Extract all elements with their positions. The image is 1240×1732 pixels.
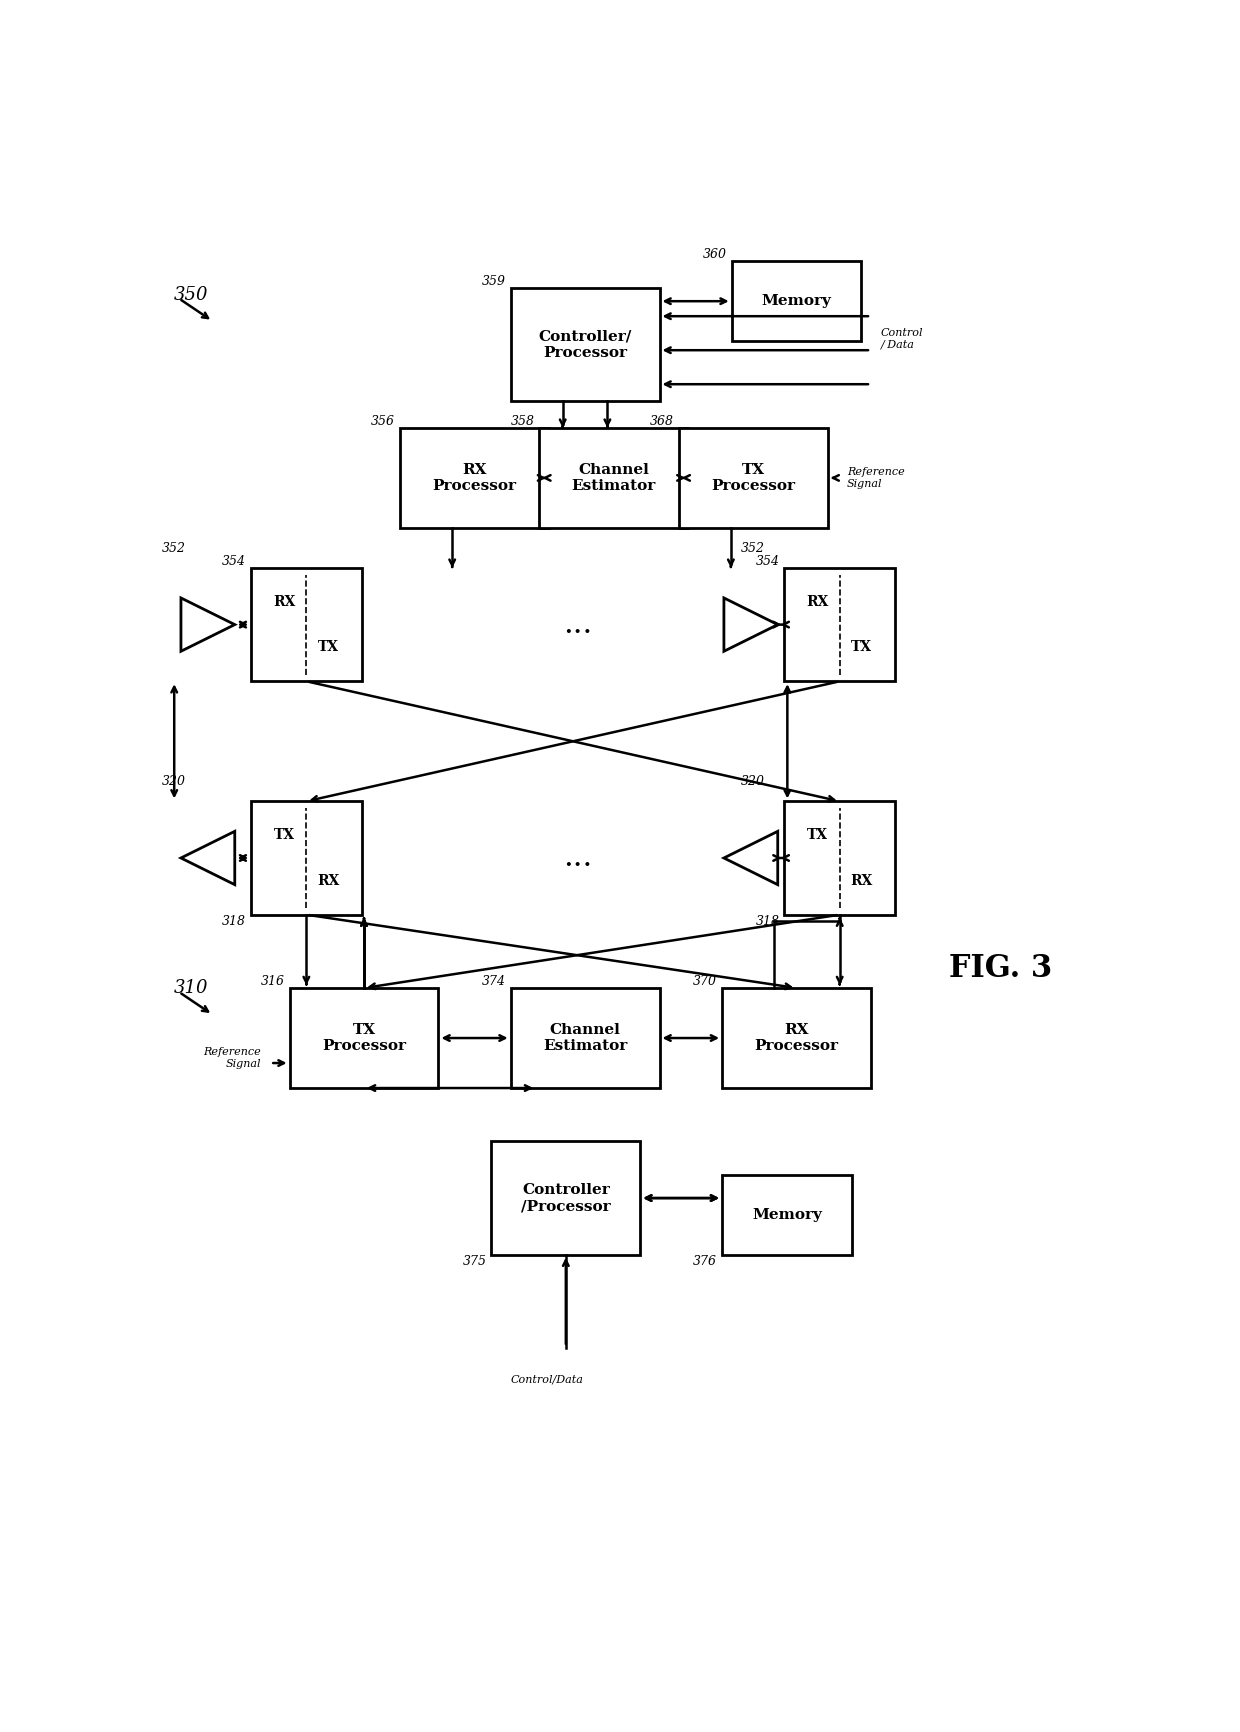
Text: TX: TX — [852, 641, 872, 655]
Text: Controller/
Processor: Controller/ Processor — [538, 329, 631, 360]
Text: 358: 358 — [511, 416, 534, 428]
Text: 375: 375 — [463, 1254, 486, 1268]
Text: 360: 360 — [703, 248, 727, 262]
FancyBboxPatch shape — [678, 428, 828, 528]
Text: TX: TX — [274, 828, 295, 842]
FancyBboxPatch shape — [401, 428, 549, 528]
Text: 356: 356 — [371, 416, 396, 428]
Text: 370: 370 — [693, 975, 717, 987]
Text: 320: 320 — [162, 774, 186, 788]
Text: Reference
Signal: Reference Signal — [203, 1048, 260, 1069]
Text: RX
Processor: RX Processor — [433, 462, 517, 494]
Text: RX: RX — [317, 873, 340, 889]
Text: RX
Processor: RX Processor — [754, 1024, 838, 1053]
Text: Controller
/Processor: Controller /Processor — [521, 1183, 610, 1212]
Text: Reference
Signal: Reference Signal — [847, 468, 905, 488]
Text: Channel
Estimator: Channel Estimator — [543, 1024, 627, 1053]
FancyBboxPatch shape — [785, 802, 895, 914]
Text: 354: 354 — [755, 554, 780, 568]
FancyBboxPatch shape — [511, 288, 660, 402]
Text: 368: 368 — [650, 416, 675, 428]
FancyBboxPatch shape — [511, 987, 660, 1088]
FancyBboxPatch shape — [539, 428, 688, 528]
Text: 320: 320 — [742, 774, 765, 788]
Text: Control/Data: Control/Data — [510, 1375, 583, 1386]
Text: Channel
Estimator: Channel Estimator — [572, 462, 656, 494]
Text: Memory: Memory — [751, 1207, 822, 1221]
FancyBboxPatch shape — [722, 1174, 852, 1254]
FancyBboxPatch shape — [785, 568, 895, 681]
Text: 374: 374 — [482, 975, 506, 987]
Text: TX: TX — [807, 828, 828, 842]
FancyBboxPatch shape — [250, 802, 362, 914]
Text: 350: 350 — [174, 286, 208, 303]
Text: FIG. 3: FIG. 3 — [949, 953, 1053, 984]
Text: 354: 354 — [222, 554, 247, 568]
FancyBboxPatch shape — [491, 1141, 640, 1254]
Text: ...: ... — [563, 842, 593, 873]
Text: Memory: Memory — [761, 294, 831, 308]
FancyBboxPatch shape — [722, 987, 870, 1088]
Text: RX: RX — [806, 594, 828, 610]
Text: 318: 318 — [755, 914, 780, 928]
FancyBboxPatch shape — [250, 568, 362, 681]
Text: RX: RX — [851, 873, 873, 889]
Text: 316: 316 — [260, 975, 285, 987]
Text: 352: 352 — [742, 542, 765, 554]
FancyBboxPatch shape — [732, 262, 862, 341]
Text: 310: 310 — [174, 979, 208, 998]
Text: RX: RX — [273, 594, 295, 610]
Text: ...: ... — [563, 610, 593, 641]
Text: 352: 352 — [162, 542, 186, 554]
Text: Control
/ Data: Control / Data — [880, 327, 923, 350]
Text: 318: 318 — [222, 914, 247, 928]
FancyBboxPatch shape — [290, 987, 439, 1088]
Text: 376: 376 — [693, 1254, 717, 1268]
Text: 359: 359 — [482, 275, 506, 288]
Text: TX
Processor: TX Processor — [322, 1024, 405, 1053]
Text: TX: TX — [317, 641, 339, 655]
Text: TX
Processor: TX Processor — [712, 462, 795, 494]
